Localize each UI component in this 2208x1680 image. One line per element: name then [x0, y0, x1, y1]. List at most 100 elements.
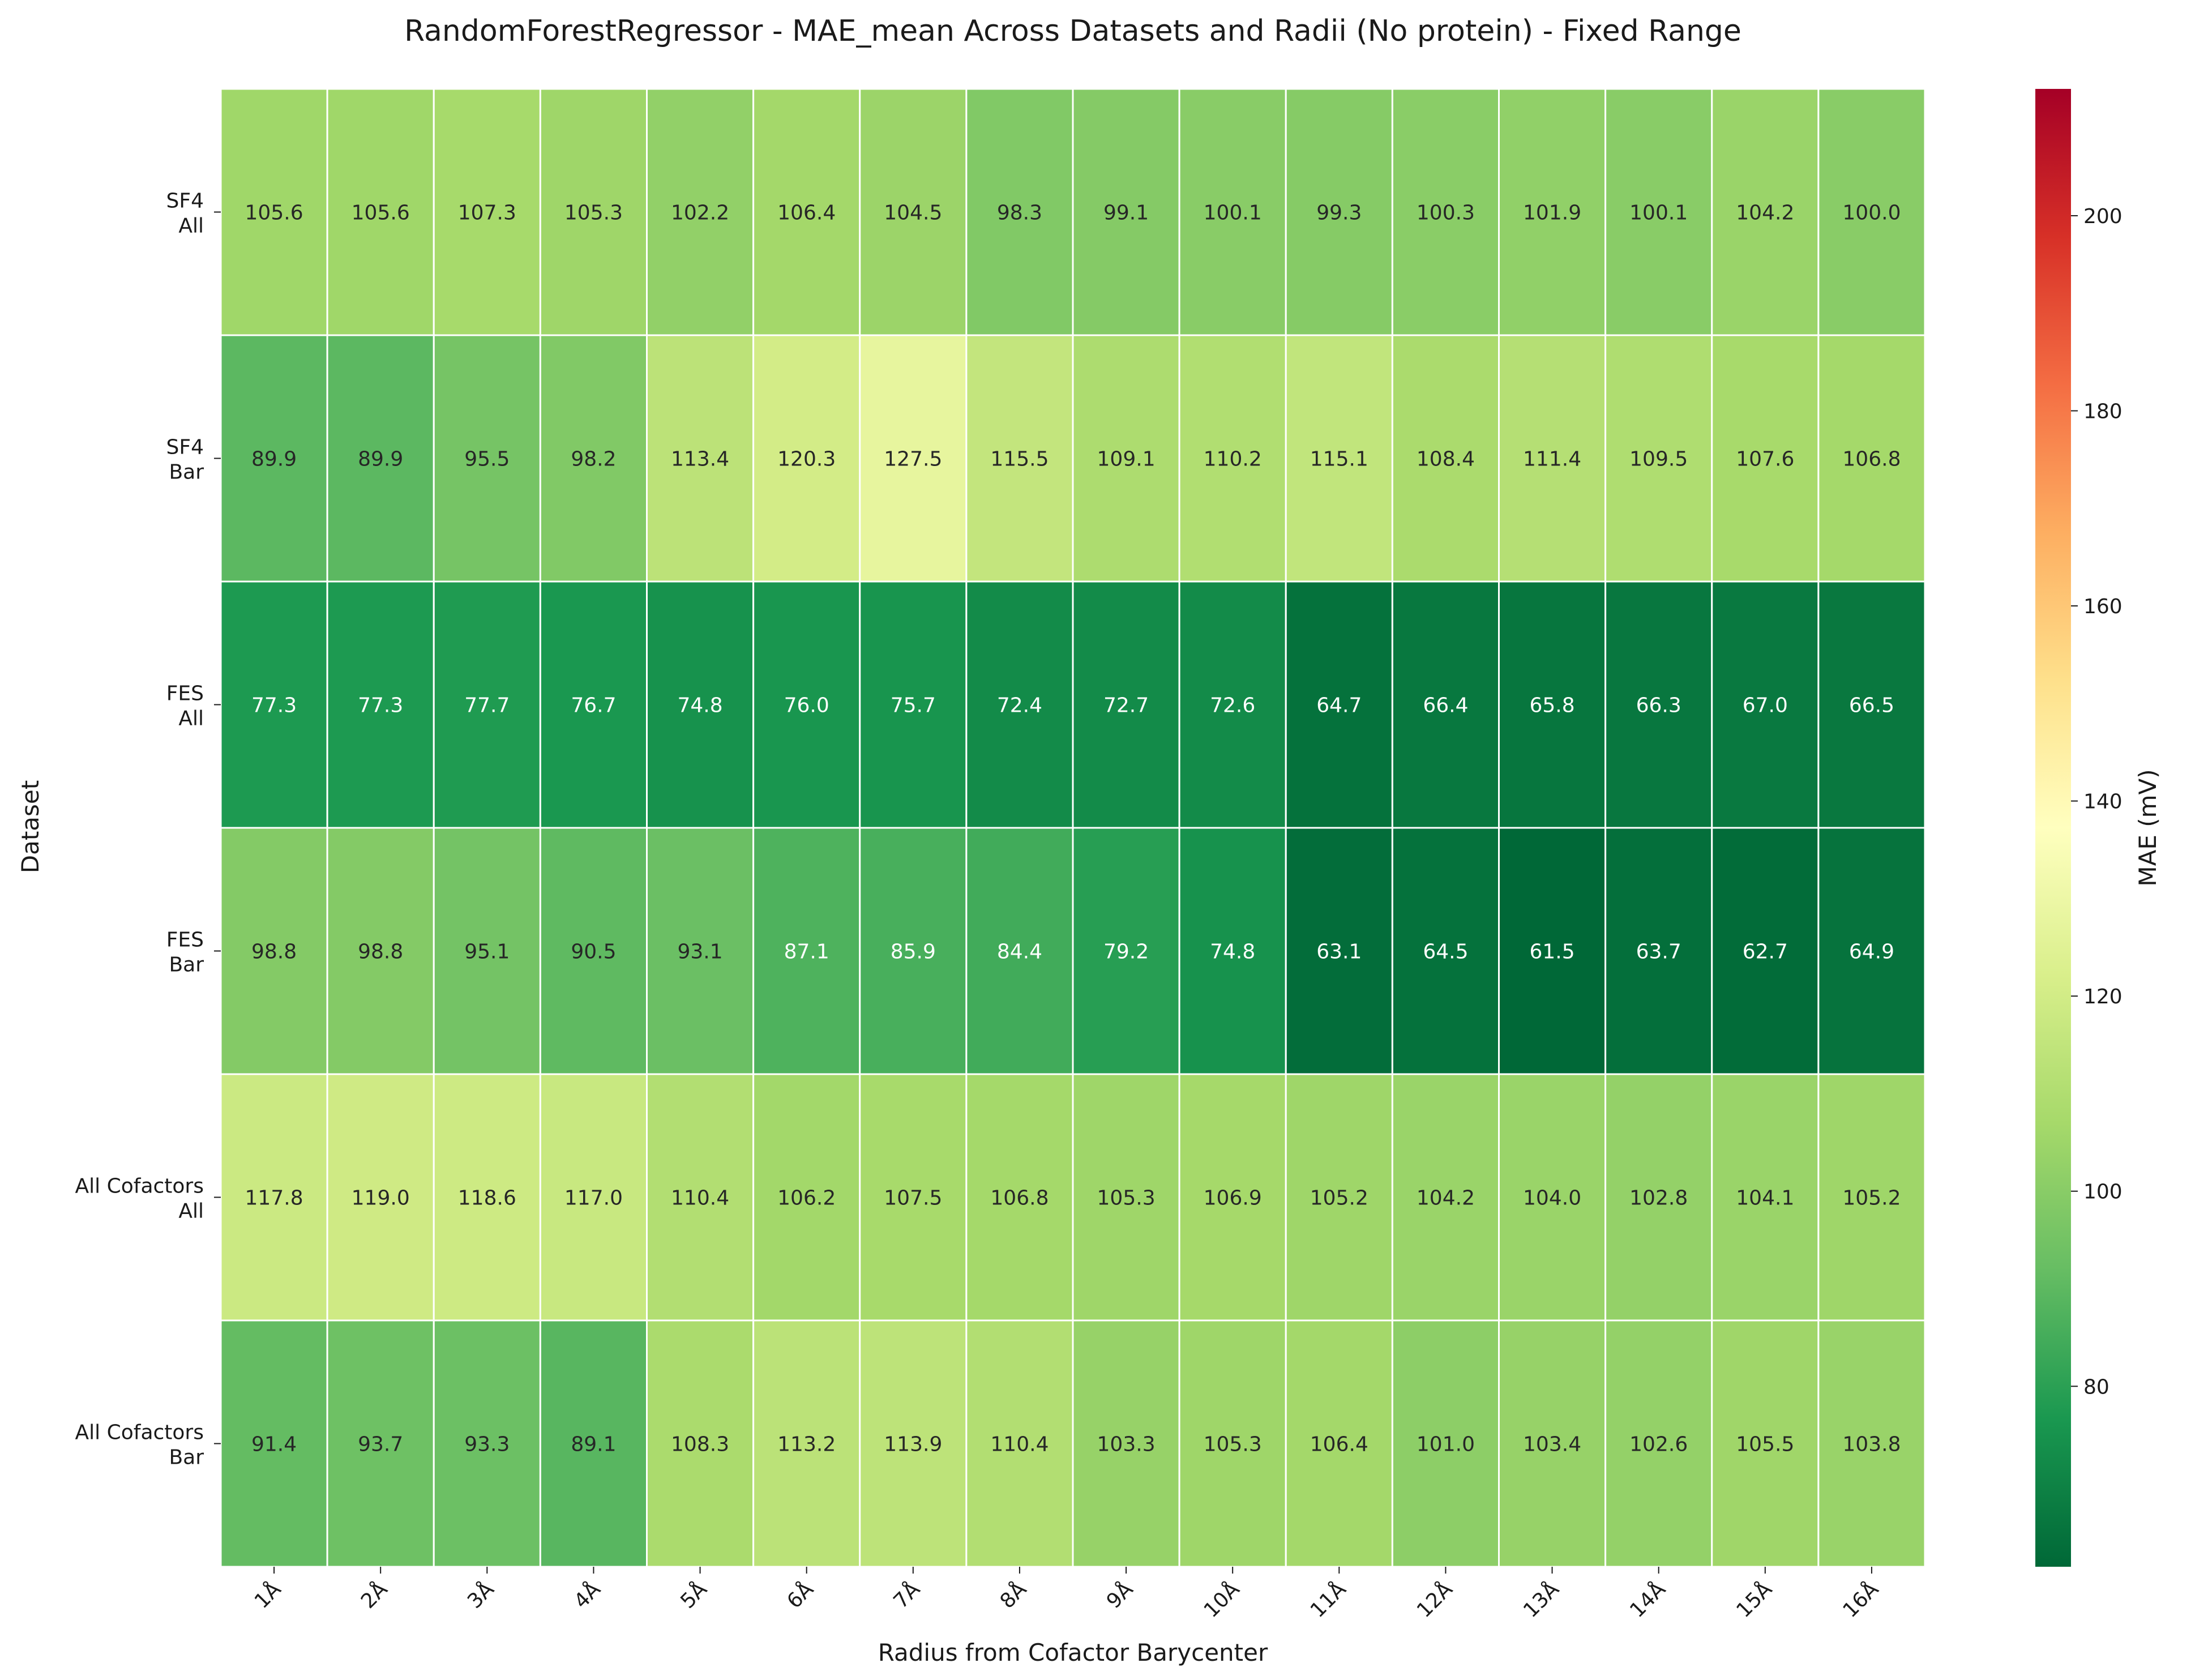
cell-value-label: 117.8 — [245, 1187, 303, 1210]
y-tick-label-line2: All — [178, 215, 204, 238]
colorbar-tick-label: 180 — [2083, 400, 2123, 424]
cell-value-label: 98.3 — [997, 202, 1042, 225]
y-tick-label-line1: SF4 — [166, 436, 204, 459]
cell-value-label: 119.0 — [352, 1187, 410, 1210]
heatmap-cell — [1604, 580, 1713, 829]
heatmap-cell — [433, 334, 541, 583]
heatmap-cell — [433, 580, 541, 829]
cell-value-label: 64.5 — [1423, 941, 1468, 964]
colorbar-tick-label: 120 — [2083, 985, 2123, 1008]
cell-value-label: 113.9 — [884, 1433, 942, 1456]
x-tick-label: 15Å — [1731, 1577, 1777, 1622]
x-tick-label: 12Å — [1412, 1577, 1457, 1622]
cell-value-label: 113.2 — [777, 1433, 836, 1456]
cell-value-label: 99.3 — [1316, 202, 1362, 225]
heatmap-cell — [539, 1073, 648, 1322]
heatmap-cell — [1711, 334, 1820, 583]
cell-value-label: 107.6 — [1736, 448, 1794, 471]
heatmap-cell — [1498, 580, 1607, 829]
cell-value-label: 105.2 — [1310, 1187, 1368, 1210]
heatmap-cell — [433, 1319, 541, 1568]
cell-value-label: 110.4 — [671, 1187, 729, 1210]
heatmap-cell — [220, 334, 328, 583]
cell-value-label: 106.2 — [777, 1187, 836, 1210]
cell-value-label: 93.1 — [677, 941, 722, 964]
cell-value-label: 111.4 — [1523, 448, 1581, 471]
heatmap-cell — [1391, 1073, 1500, 1322]
cell-value-label: 100.0 — [1842, 202, 1901, 225]
cell-value-label: 100.1 — [1204, 202, 1262, 225]
heatmap-cell — [1817, 1073, 1926, 1322]
heatmap-cell — [752, 827, 861, 1075]
x-tick-label: 3Å — [463, 1577, 499, 1613]
heatmap-cell — [646, 1319, 755, 1568]
cell-value-label: 91.4 — [251, 1433, 297, 1456]
colorbar-tick-label: 160 — [2083, 595, 2123, 618]
heatmap-cell — [646, 827, 755, 1075]
cell-value-label: 64.7 — [1316, 694, 1362, 717]
y-tick-label-line1: SF4 — [166, 190, 204, 213]
chart-title: RandomForestRegressor - MAE_mean Across … — [404, 14, 1741, 48]
cell-value-label: 95.5 — [464, 448, 510, 471]
heatmap-cell — [1711, 1319, 1820, 1568]
cell-value-label: 75.7 — [891, 694, 936, 717]
heatmap-cell — [539, 334, 648, 583]
heatmap-cell — [1817, 827, 1926, 1075]
cell-value-label: 115.5 — [990, 448, 1049, 471]
heatmap-cell — [752, 1073, 861, 1322]
cell-value-label: 98.8 — [251, 941, 297, 964]
cell-value-label: 89.1 — [571, 1433, 616, 1456]
heatmap-cell — [1817, 88, 1926, 336]
cell-value-label: 104.0 — [1523, 1187, 1581, 1210]
x-tick-label: 9Å — [1101, 1577, 1137, 1613]
colorbar-tick-label: 140 — [2083, 790, 2123, 814]
heatmap-cell — [752, 1319, 861, 1568]
cell-value-label: 74.8 — [1210, 941, 1255, 964]
cell-value-label: 105.6 — [245, 202, 303, 225]
heatmap-cell — [326, 827, 435, 1075]
cell-value-label: 98.2 — [571, 448, 616, 471]
cell-value-label: 72.4 — [997, 694, 1042, 717]
heatmap-cell — [433, 827, 541, 1075]
cell-value-label: 85.9 — [891, 941, 936, 964]
x-tick-label: 14Å — [1625, 1577, 1670, 1622]
cell-value-label: 127.5 — [884, 448, 942, 471]
cell-value-label: 63.7 — [1636, 941, 1681, 964]
cell-value-label: 120.3 — [777, 448, 836, 471]
heatmap-cell — [1072, 1319, 1180, 1568]
heatmap-cell — [539, 88, 648, 336]
y-tick-label-line2: All — [178, 707, 204, 730]
cell-value-label: 95.1 — [464, 941, 510, 964]
heatmap-cell — [1711, 88, 1820, 336]
cell-value-label: 63.1 — [1316, 941, 1362, 964]
x-tick-label: 1Å — [249, 1577, 285, 1613]
colorbar-ticks: 80 100 120 140 160 180 200 — [2071, 205, 2123, 1399]
cell-value-label: 102.6 — [1629, 1433, 1688, 1456]
x-tick-label: 16Å — [1838, 1577, 1883, 1622]
cell-value-label: 100.3 — [1417, 202, 1475, 225]
y-tick-label-line1: All Cofactors — [75, 1175, 204, 1198]
heatmap-cell — [539, 1319, 648, 1568]
cell-value-label: 105.3 — [1204, 1433, 1262, 1456]
heatmap-cell — [1498, 827, 1607, 1075]
cell-value-label: 108.3 — [671, 1433, 729, 1456]
heatmap-cell — [326, 334, 435, 583]
cell-value-label: 77.3 — [358, 694, 403, 717]
heatmap-cell — [646, 580, 755, 829]
colorbar-tick-label: 80 — [2083, 1375, 2109, 1399]
cell-value-label: 104.5 — [884, 202, 942, 225]
heatmap-cell — [1498, 334, 1607, 583]
heatmap-cell — [326, 1073, 435, 1322]
heatmap-cell — [1285, 827, 1393, 1075]
heatmap-cell — [752, 334, 861, 583]
cell-value-label: 103.3 — [1097, 1433, 1156, 1456]
heatmap-cell — [1391, 88, 1500, 336]
cell-value-label: 101.0 — [1417, 1433, 1475, 1456]
x-tick-label: 13Å — [1518, 1577, 1564, 1622]
y-tick-label-line2: Bar — [169, 954, 204, 977]
x-tick-label: 2Å — [356, 1577, 392, 1613]
heatmap-cell — [1604, 1319, 1713, 1568]
heatmap-cell — [1285, 1073, 1393, 1322]
cell-value-label: 105.5 — [1736, 1433, 1794, 1456]
colorbar-tick-label: 100 — [2083, 1181, 2123, 1204]
